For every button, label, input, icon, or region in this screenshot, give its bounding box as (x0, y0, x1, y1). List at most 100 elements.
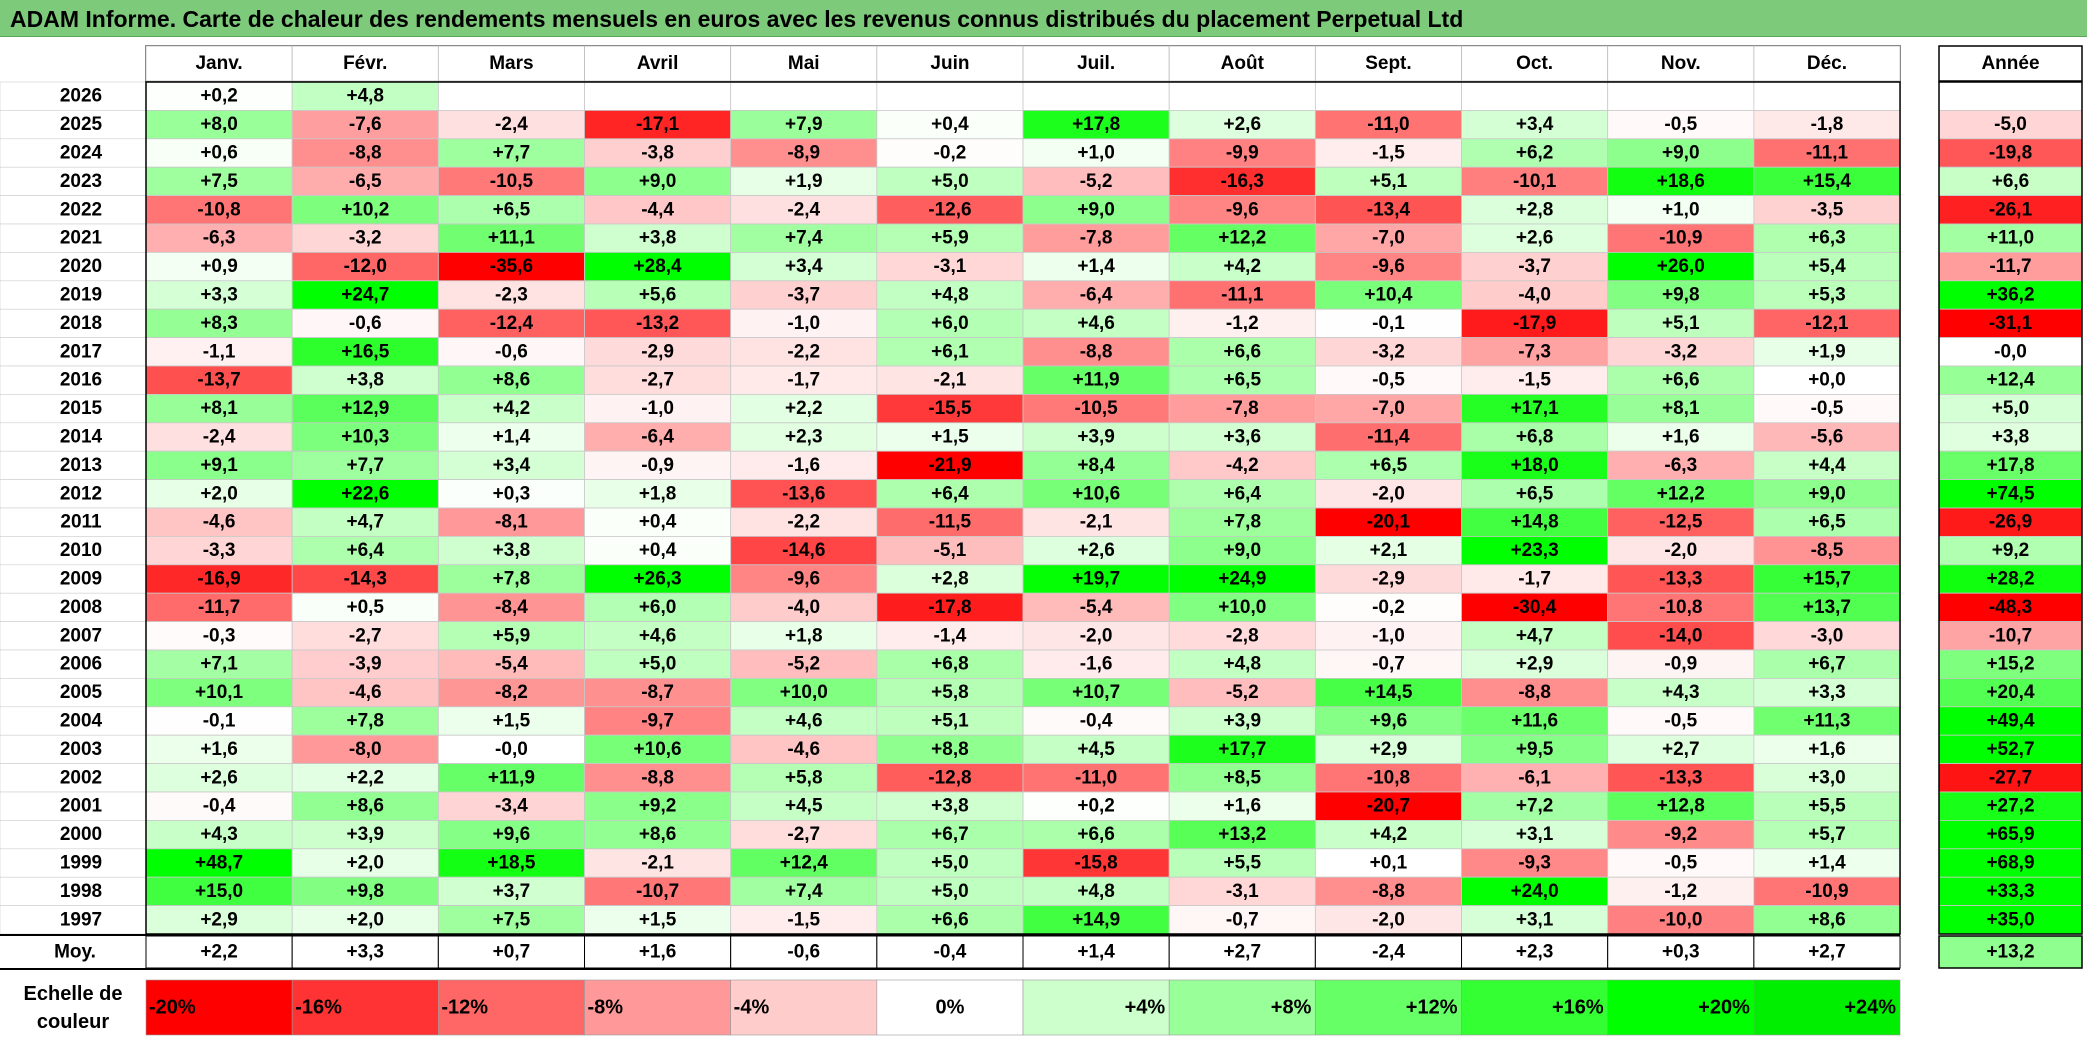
cell-value: -4,6 (787, 739, 820, 760)
cell-value: +9,0 (1808, 483, 1846, 504)
heatmap-cell (1461, 763, 1609, 793)
heatmap-cell (1461, 81, 1609, 111)
cell-value: +9,0 (1662, 143, 1700, 164)
year-label: 2004 (60, 711, 103, 732)
cell-value: -3,9 (349, 654, 382, 675)
cell-value: +6,5 (1224, 370, 1262, 391)
cell-value: +2,8 (1516, 199, 1554, 220)
annual-value: +65,9 (1986, 824, 2034, 845)
cell-value: +5,1 (1370, 171, 1408, 192)
cell-value: -2,4 (203, 427, 236, 448)
cell-value: -10,8 (1367, 767, 1410, 788)
average-value: -0,6 (787, 942, 820, 963)
cell-value: +0,2 (1077, 796, 1115, 817)
heatmap-cell (145, 422, 293, 452)
cell-value: +3,4 (785, 256, 823, 277)
heatmap-cell (291, 308, 439, 339)
cell-value: -11,0 (1075, 767, 1117, 788)
heatmap-cell (1607, 706, 1755, 736)
heatmap-cell (1753, 195, 1901, 225)
year-label: 2005 (60, 682, 103, 703)
heatmap-cell (876, 678, 1024, 708)
cell-value: -2,4 (787, 199, 820, 220)
heatmap-cell (291, 536, 439, 566)
cell-value: +5,9 (493, 625, 531, 646)
scale-label: +20% (1698, 997, 1750, 1019)
cell-value: +6,1 (931, 341, 969, 362)
annual-value: -48,3 (1989, 597, 2032, 618)
cell-value: +24,0 (1511, 881, 1559, 902)
cell-value: -4,4 (641, 199, 674, 220)
heatmap-cell (1022, 848, 1170, 878)
cell-value: +1,5 (639, 909, 677, 930)
cell-value: -0,5 (1664, 114, 1697, 135)
cell-value: -9,6 (1372, 256, 1405, 277)
heatmap-cell (876, 564, 1024, 594)
scale-swatch (1753, 979, 1901, 1036)
cell-value: -10,5 (490, 171, 534, 192)
heatmap-cell (876, 706, 1024, 736)
heatmap-cell (730, 479, 878, 509)
scale-label: 0% (935, 997, 964, 1019)
cell-value: -8,9 (787, 143, 820, 164)
annual-value: +6,6 (1992, 171, 2030, 192)
average-cell (1168, 935, 1316, 969)
cell-value: +4,2 (1224, 256, 1262, 277)
heatmap-cell (1022, 251, 1170, 282)
heatmap-cell (1607, 763, 1755, 793)
heatmap-cell (1753, 905, 1901, 935)
cell-value: +26,0 (1657, 256, 1705, 277)
heatmap-cell (1461, 479, 1609, 509)
cell-value: -9,9 (1226, 143, 1259, 164)
month-header-cell (876, 45, 1024, 82)
heatmap-cell (1168, 564, 1316, 594)
cell-value: -2,7 (787, 824, 820, 845)
cell-value: +0,6 (200, 143, 238, 164)
cell-value: -0,7 (1372, 654, 1405, 675)
cell-value: -2,1 (641, 853, 674, 874)
heatmap-cell (730, 450, 878, 481)
cell-value: +5,0 (931, 853, 969, 874)
year-label: 1998 (60, 881, 102, 902)
cell-value: +12,8 (1657, 796, 1705, 817)
cell-value: +18,6 (1657, 171, 1705, 192)
cell-value: +2,2 (346, 767, 384, 788)
cell-value: -0,0 (495, 739, 528, 760)
cell-value: -5,2 (1226, 682, 1259, 703)
cell-value: +6,2 (1516, 143, 1554, 164)
heatmap-cell (1022, 280, 1170, 310)
heatmap-cell (1022, 905, 1170, 935)
cell-value: +7,1 (200, 654, 238, 675)
cell-value: -3,3 (203, 540, 236, 561)
year-label: 2001 (60, 796, 103, 817)
year-label: 2018 (60, 313, 102, 334)
year-label: 2008 (60, 597, 102, 618)
cell-value: -1,5 (1372, 143, 1405, 164)
annual-header-cell (1938, 45, 2083, 82)
year-label: 1999 (60, 853, 102, 874)
cell-value: -0,4 (1080, 711, 1113, 732)
cell-value: -30,4 (1513, 597, 1557, 618)
heatmap-cell (291, 365, 439, 395)
cell-value: -3,7 (1518, 256, 1551, 277)
cell-value: -0,2 (934, 143, 967, 164)
cell-value: -11,5 (929, 512, 972, 533)
year-label: 2019 (60, 285, 102, 306)
heatmap-cell (876, 422, 1024, 452)
chart-title: ADAM Informe. Carte de chaleur des rende… (10, 6, 1464, 32)
cell-value: -7,8 (1226, 398, 1259, 419)
heatmap-cell (1168, 791, 1316, 821)
cell-value: +5,0 (931, 171, 969, 192)
month-header-label: Nov. (1661, 53, 1701, 74)
cell-value: -3,4 (495, 796, 528, 817)
average-value: +2,2 (200, 942, 238, 963)
cell-value: +2,6 (1077, 540, 1115, 561)
annual-value: -5,0 (1994, 114, 2027, 135)
average-value: +0,3 (1662, 942, 1700, 963)
heatmap-cell (1607, 536, 1755, 566)
year-label: 2021 (60, 228, 103, 249)
heatmap-cell (584, 791, 732, 821)
heatmap-cell (1753, 507, 1901, 537)
cell-value: -3,5 (1811, 199, 1844, 220)
